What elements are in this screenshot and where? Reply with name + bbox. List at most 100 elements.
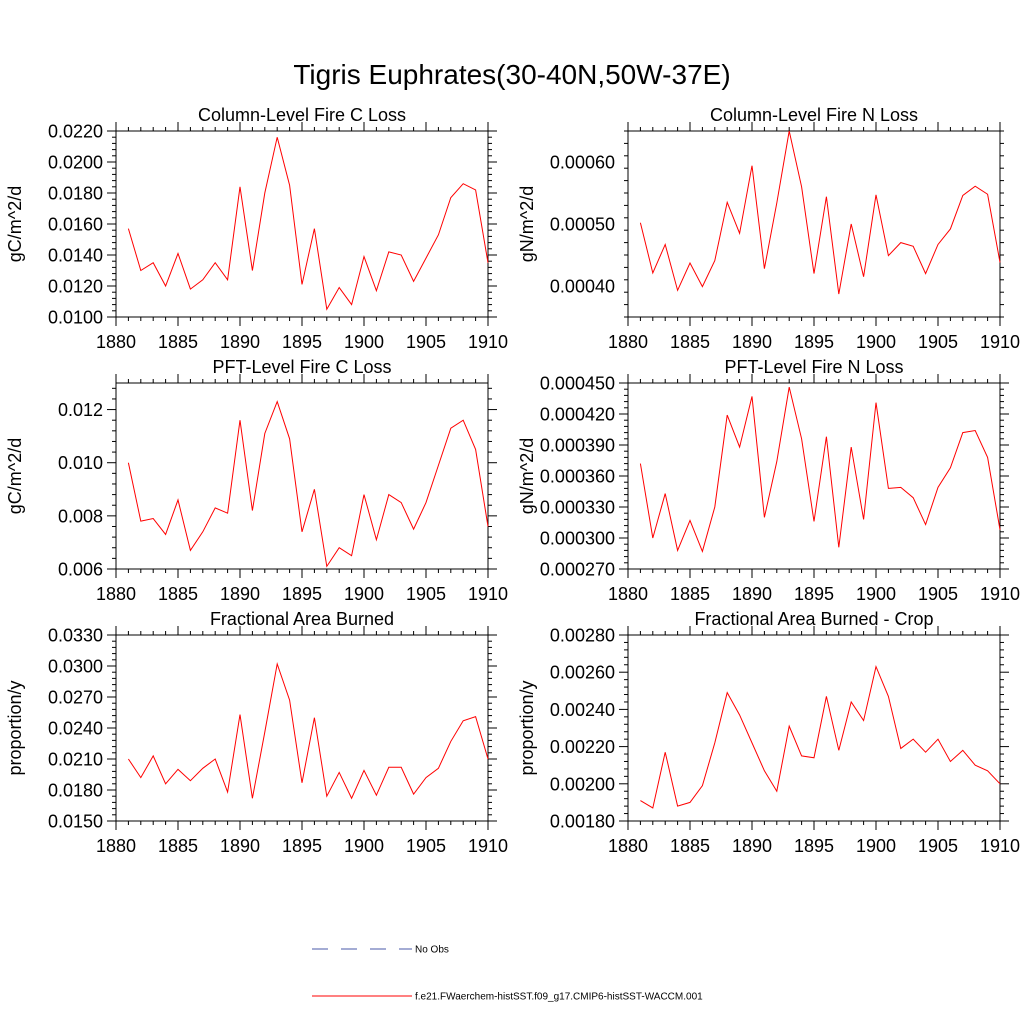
x-tick-label: 1910 <box>980 332 1020 352</box>
plot-frame <box>115 130 489 318</box>
y-tick-label: 0.0160 <box>48 215 103 235</box>
series-line <box>639 130 1001 295</box>
chart-title: Fractional Area Burned - Crop <box>694 609 933 629</box>
x-tick-label: 1895 <box>794 332 834 352</box>
y-tick-label: 0.0120 <box>48 277 103 297</box>
y-tick-label: 0.0240 <box>48 719 103 739</box>
x-tick-label: 1885 <box>158 836 198 856</box>
plot-frame <box>115 382 489 570</box>
y-axis-label: gN/m^2/d <box>517 186 537 262</box>
y-tick-label: 0.00220 <box>550 737 615 757</box>
x-tick-label: 1910 <box>468 836 508 856</box>
x-tick-label: 1880 <box>608 584 648 604</box>
y-tick-label: 0.0200 <box>48 153 103 173</box>
x-tick-label: 1890 <box>220 332 260 352</box>
x-tick-label: 1905 <box>918 584 958 604</box>
y-tick-label: 0.00260 <box>550 663 615 683</box>
x-tick-label: 1905 <box>406 332 446 352</box>
y-axis-label: gN/m^2/d <box>517 438 537 514</box>
y-tick-label: 0.00060 <box>550 153 615 173</box>
y-tick-label: 0.006 <box>58 560 103 580</box>
y-tick-label: 0.0210 <box>48 750 103 770</box>
y-tick-label: 0.000420 <box>540 405 615 425</box>
legend: No Obs f.e21.FWaerchem-histSST.f09_g17.C… <box>312 945 703 1003</box>
x-tick-label: 1890 <box>220 836 260 856</box>
y-tick-label: 0.0140 <box>48 246 103 266</box>
y-tick-label: 0.0270 <box>48 688 103 708</box>
chart-panel: Fractional Area Burned proportion/y 1880 18… <box>5 609 508 856</box>
legend-label-no-obs: No Obs <box>415 945 449 956</box>
chart-title: PFT-Level Fire C Loss <box>212 357 391 377</box>
chart-panel: Fractional Area Burned - Crop proportion/… <box>517 609 1020 856</box>
y-tick-label: 0.00040 <box>550 277 615 297</box>
x-tick-label: 1890 <box>732 836 772 856</box>
legend-label-model: f.e21.FWaerchem-histSST.f09_g17.CMIP6-hi… <box>415 992 703 1003</box>
series-line <box>640 664 1001 809</box>
y-axis-label: gC/m^2/d <box>5 186 25 262</box>
chart-title: Column-Level Fire N Loss <box>710 105 918 125</box>
x-tick-label: 1900 <box>344 332 384 352</box>
x-tick-label: 1900 <box>344 584 384 604</box>
x-tick-label: 1910 <box>468 332 508 352</box>
chart-title: PFT-Level Fire N Loss <box>724 357 903 377</box>
x-tick-label: 1895 <box>282 836 322 856</box>
y-tick-label: 0.000360 <box>540 467 615 487</box>
plot-frame <box>627 634 1001 822</box>
x-tick-label: 1895 <box>794 836 834 856</box>
y-axis-label: proportion/y <box>5 680 25 775</box>
y-tick-label: 0.0330 <box>48 626 103 646</box>
x-tick-label: 1905 <box>406 836 446 856</box>
x-tick-label: 1885 <box>158 584 198 604</box>
y-tick-label: 0.0180 <box>48 184 103 204</box>
x-tick-label: 1900 <box>856 332 896 352</box>
x-tick-label: 1910 <box>980 584 1020 604</box>
x-tick-label: 1905 <box>406 584 446 604</box>
x-tick-label: 1900 <box>856 584 896 604</box>
x-tick-label: 1895 <box>794 584 834 604</box>
chart-title: Fractional Area Burned <box>210 609 394 629</box>
y-tick-label: 0.00180 <box>550 812 615 832</box>
y-tick-label: 0.000270 <box>540 560 615 580</box>
x-tick-label: 1880 <box>608 332 648 352</box>
x-tick-label: 1880 <box>608 836 648 856</box>
x-tick-label: 1885 <box>670 584 710 604</box>
x-tick-label: 1905 <box>918 836 958 856</box>
chart-panels: Column-Level Fire C Loss gC/m^2/d 1880 1885… <box>5 105 1020 856</box>
plot-frame <box>627 382 1001 570</box>
chart-title: Column-Level Fire C Loss <box>198 105 406 125</box>
x-tick-label: 1880 <box>96 332 136 352</box>
y-tick-label: 0.0100 <box>48 308 103 328</box>
y-tick-label: 0.00240 <box>550 700 615 720</box>
x-tick-label: 1895 <box>282 584 322 604</box>
y-tick-label: 0.00280 <box>550 626 615 646</box>
y-tick-label: 0.000450 <box>540 374 615 394</box>
series-line <box>127 137 489 311</box>
chart-panel: PFT-Level Fire N Loss gN/m^2/d 1880 1885 189… <box>517 357 1020 604</box>
x-tick-label: 1895 <box>282 332 322 352</box>
y-tick-label: 0.00050 <box>550 215 615 235</box>
x-tick-label: 1890 <box>732 584 772 604</box>
series-line <box>127 400 489 568</box>
plot-frame <box>627 130 1001 318</box>
x-tick-label: 1900 <box>856 836 896 856</box>
x-tick-label: 1890 <box>732 332 772 352</box>
x-tick-label: 1890 <box>220 584 260 604</box>
x-tick-label: 1880 <box>96 836 136 856</box>
y-tick-label: 0.0150 <box>48 812 103 832</box>
series-line <box>127 661 489 800</box>
x-tick-label: 1885 <box>158 332 198 352</box>
x-tick-label: 1910 <box>468 584 508 604</box>
x-tick-label: 1905 <box>918 332 958 352</box>
series-line <box>639 387 1001 553</box>
y-tick-label: 0.012 <box>58 400 103 420</box>
y-tick-label: 0.000330 <box>540 498 615 518</box>
y-tick-label: 0.010 <box>58 453 103 473</box>
y-tick-label: 0.00200 <box>550 774 615 794</box>
y-tick-label: 0.0220 <box>48 122 103 142</box>
x-tick-label: 1910 <box>980 836 1020 856</box>
x-tick-label: 1880 <box>96 584 136 604</box>
chart-panel: Column-Level Fire N Loss gN/m^2/d 1880 1885… <box>517 105 1020 352</box>
x-tick-label: 1900 <box>344 836 384 856</box>
